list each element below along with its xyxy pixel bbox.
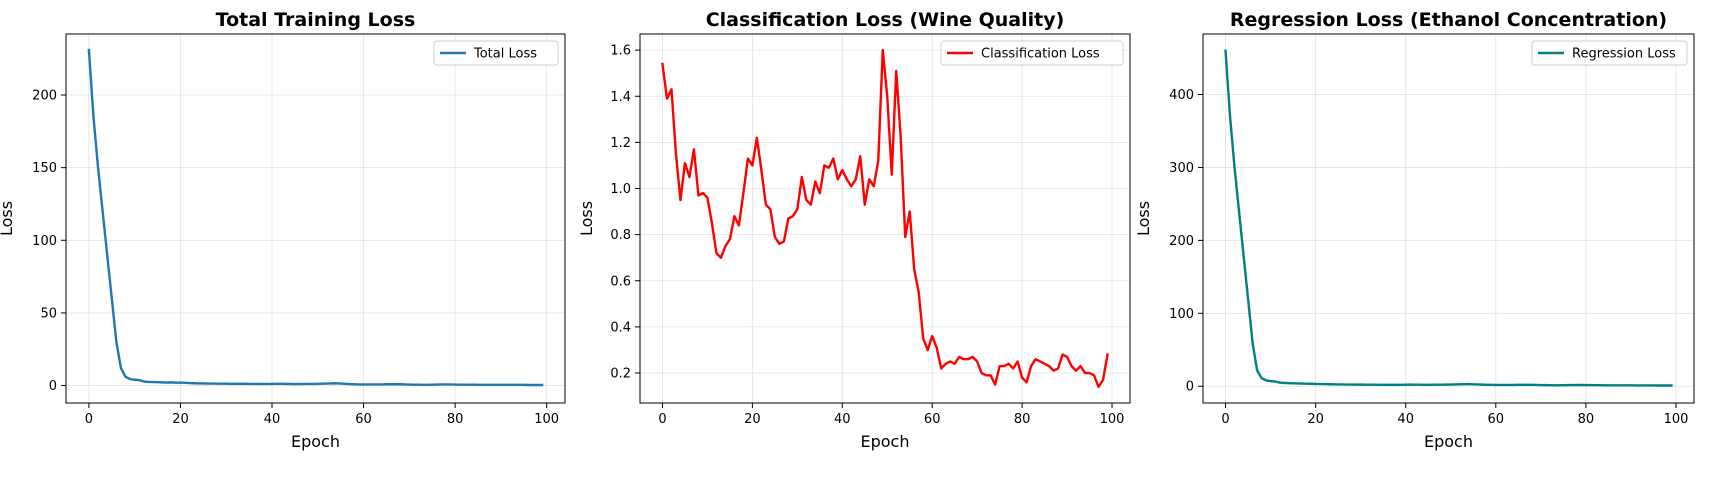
x-tick-label: 60 xyxy=(924,412,941,427)
legend-label: Total Loss xyxy=(473,47,537,62)
x-tick-label: 40 xyxy=(834,412,851,427)
y-tick-label: 100 xyxy=(32,234,57,249)
x-tick-label: 40 xyxy=(1397,412,1414,427)
y-tick-label: 0.6 xyxy=(610,274,631,289)
y-tick-label: 0 xyxy=(1186,380,1194,395)
y-tick-label: 1.0 xyxy=(610,182,631,197)
chart-title: Total Training Loss xyxy=(216,9,416,31)
legend-box xyxy=(433,40,559,66)
x-tick-label: 0 xyxy=(1221,412,1229,427)
x-tick-label: 100 xyxy=(1664,412,1689,427)
chart-panel-1: 0 20 40 60 80 100 0 50 100 150 200 Total Training L… xyxy=(0,9,566,451)
x-tick-label: 0 xyxy=(85,412,93,427)
x-tick-label: 20 xyxy=(744,412,761,427)
x-tick-label: 60 xyxy=(1488,412,1505,427)
x-tick-label: 20 xyxy=(172,412,189,427)
x-tick-label: 60 xyxy=(355,412,372,427)
y-tick-label: 50 xyxy=(40,306,57,321)
legend: Regression Loss xyxy=(1531,40,1688,66)
axes-frame xyxy=(1202,33,1695,404)
y-axis-label: Loss xyxy=(1134,201,1153,236)
x-tick-label: 0 xyxy=(658,412,666,427)
x-tick-label: 40 xyxy=(264,412,281,427)
axes-frame xyxy=(65,33,566,404)
y-tick-label: 0.8 xyxy=(610,228,631,243)
x-tick-label: 100 xyxy=(1100,412,1125,427)
legend: Classification Loss xyxy=(940,40,1124,66)
series-line xyxy=(661,48,1109,389)
x-tick-label: 80 xyxy=(1578,412,1595,427)
x-tick-label: 20 xyxy=(1307,412,1324,427)
x-tick-label: 100 xyxy=(534,412,559,427)
x-axis-label: Epoch xyxy=(861,432,910,451)
y-tick-label: 1.2 xyxy=(610,136,631,151)
grid xyxy=(640,34,1130,403)
legend-box xyxy=(1531,40,1688,66)
series-line xyxy=(87,48,544,387)
y-tick-label: 200 xyxy=(1169,234,1194,249)
y-tick-label: 100 xyxy=(1169,307,1194,322)
y-tick-label: 0.4 xyxy=(610,320,631,335)
chart-title: Regression Loss (Ethanol Concentration) xyxy=(1230,9,1667,31)
chart-panel-3: 0 20 40 60 80 100 0 100 200 300 400 Regression Loss… xyxy=(1134,9,1695,451)
y-tick-label: 0.2 xyxy=(610,367,631,382)
y-tick-label: 1.4 xyxy=(610,90,631,105)
y-axis-label: Loss xyxy=(0,201,16,236)
y-tick-label: 0 xyxy=(49,379,57,394)
x-tick-label: 80 xyxy=(1014,412,1031,427)
y-axis-label: Loss xyxy=(577,201,596,236)
legend-label: Regression Loss xyxy=(1572,47,1676,62)
y-tick-label: 400 xyxy=(1169,88,1194,103)
series-line xyxy=(1224,49,1673,387)
legend: Total Loss xyxy=(433,40,559,66)
grid xyxy=(1203,34,1694,403)
x-axis-label: Epoch xyxy=(291,432,340,451)
legend-box xyxy=(940,40,1124,66)
x-axis-label: Epoch xyxy=(1424,432,1473,451)
y-tick-label: 200 xyxy=(32,89,57,104)
axes-frame xyxy=(639,33,1131,404)
y-tick-label: 150 xyxy=(32,161,57,176)
y-tick-label: 1.6 xyxy=(610,44,631,59)
legend-label: Classification Loss xyxy=(981,47,1100,62)
chart-title: Classification Loss (Wine Quality) xyxy=(706,9,1065,31)
chart-panel-2: 0 20 40 60 80 100 0.2 0.4 0.6 0.8 1.0 1.2 1.4 1.6 Clas… xyxy=(577,9,1131,451)
x-tick-label: 80 xyxy=(447,412,464,427)
grid xyxy=(66,34,565,403)
y-tick-label: 300 xyxy=(1169,161,1194,176)
